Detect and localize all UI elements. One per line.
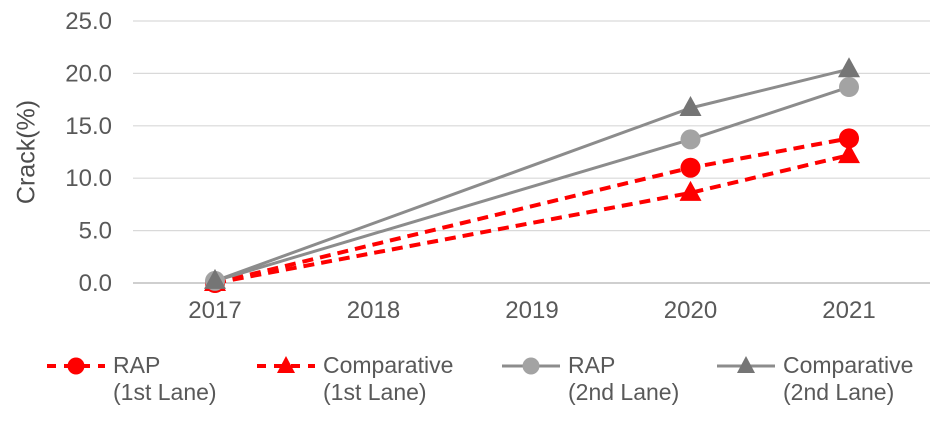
legend-series-lane: (2nd Lane) [568, 379, 680, 405]
triangle-marker [838, 57, 860, 78]
legend-series-name: RAP [113, 352, 161, 378]
series-line-1 [214, 153, 850, 285]
triangle-marker [737, 356, 755, 373]
y-tick-label: 20.0 [65, 60, 112, 87]
y-tick-label: 10.0 [65, 165, 112, 192]
legend-item-comparative-1st-lane: Comparative (1st Lane) [256, 352, 483, 406]
legend-series-lane: (2nd Lane) [783, 379, 895, 405]
legend-item-comparative-2nd-lane: Comparative (2nd Lane) [716, 352, 933, 406]
x-tick-label: 2018 [347, 297, 400, 324]
y-tick-label: 5.0 [79, 218, 112, 245]
legend-series-lane: (1st Lane) [323, 379, 427, 405]
x-tick-label: 2017 [188, 297, 241, 324]
x-tick-label: 2021 [822, 297, 875, 324]
series-line-2 [214, 85, 850, 283]
legend-series-name: Comparative [783, 352, 914, 378]
legend-item-rap-2nd-lane: RAP (2nd Lane) [501, 352, 698, 406]
triangle-marker [204, 268, 226, 289]
legend-series-lane: (1st Lane) [113, 379, 217, 405]
legend-sample-dashed-triangle-icon [257, 356, 315, 373]
circle-marker [67, 357, 85, 375]
legend-sample-dashed-circle-icon [47, 357, 105, 375]
x-tick-label: 2019 [505, 297, 558, 324]
x-tick-label: 2020 [664, 297, 717, 324]
legend-sample-solid-circle-icon [502, 357, 560, 375]
series-line-3 [214, 67, 850, 283]
y-tick-label: 25.0 [65, 8, 112, 35]
legend-sample-solid-triangle-icon [717, 356, 775, 373]
circle-marker [839, 128, 859, 149]
circle-marker [680, 129, 701, 150]
legend-item-rap-1st-lane: RAP (1st Lane) [46, 352, 238, 406]
series-line-0 [214, 136, 850, 285]
y-tick-label: 15.0 [65, 113, 112, 140]
circle-marker [680, 157, 701, 178]
plot-area: 0.0 5.0 10.0 15.0 20.0 25.0 2017 2018 2019 2020 20… [65, 8, 930, 324]
triangle-marker [679, 95, 702, 116]
triangle-marker [838, 143, 860, 164]
legend-series-name: RAP [568, 352, 616, 378]
circle-marker [839, 77, 859, 98]
legend: RAP (1st Lane) Comparative (1st Lane) RAP (2n… [46, 352, 933, 406]
y-tick-label: 0.0 [79, 270, 112, 297]
circle-marker [522, 357, 540, 375]
triangle-marker [679, 180, 702, 201]
legend-series-name: Comparative [323, 352, 454, 378]
triangle-marker [277, 356, 295, 373]
